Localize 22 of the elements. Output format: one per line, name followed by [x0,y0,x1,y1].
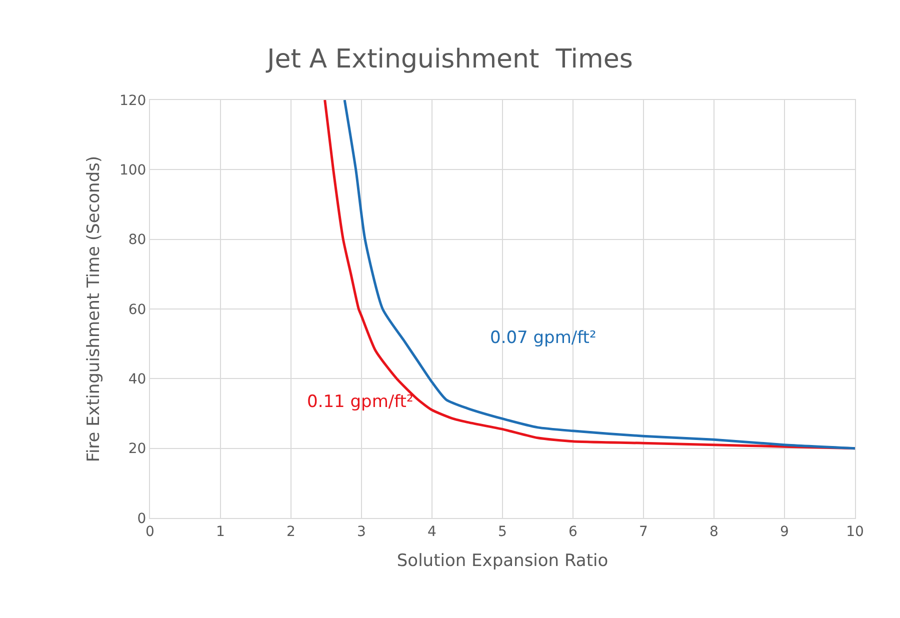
x-tick-label: 9 [780,524,789,540]
x-tick-label: 6 [568,524,578,540]
x-tick-label: 8 [710,524,718,540]
x-tick-label: 5 [498,524,507,540]
y-tick-label: 0 [137,510,146,527]
y-tick-label: 40 [128,372,146,388]
chart-title: Jet A Extinguishment Times [265,44,633,75]
y-axis-title: Fire Extinguishment Time (Seconds) [84,156,104,462]
x-tick-label: 2 [286,524,296,540]
x-tick-label: 4 [428,524,437,540]
y-tick-label: 80 [128,232,146,248]
y-tick-label: 100 [119,162,146,179]
y-tick-label: 120 [119,92,146,109]
y-tick-label: 60 [128,302,146,318]
x-tick-label: 10 [846,524,864,540]
series-label: 0.11 gpm/ft² [307,392,414,412]
text: 0.07 gpm/ft² [490,328,596,348]
x-tick-label: 7 [639,524,648,540]
x-axis-title: Solution Expansion Ratio [396,551,608,572]
x-tick-label: 3 [357,524,366,540]
y-tick-label: 20 [128,441,146,458]
x-tick-label: 1 [216,524,225,540]
